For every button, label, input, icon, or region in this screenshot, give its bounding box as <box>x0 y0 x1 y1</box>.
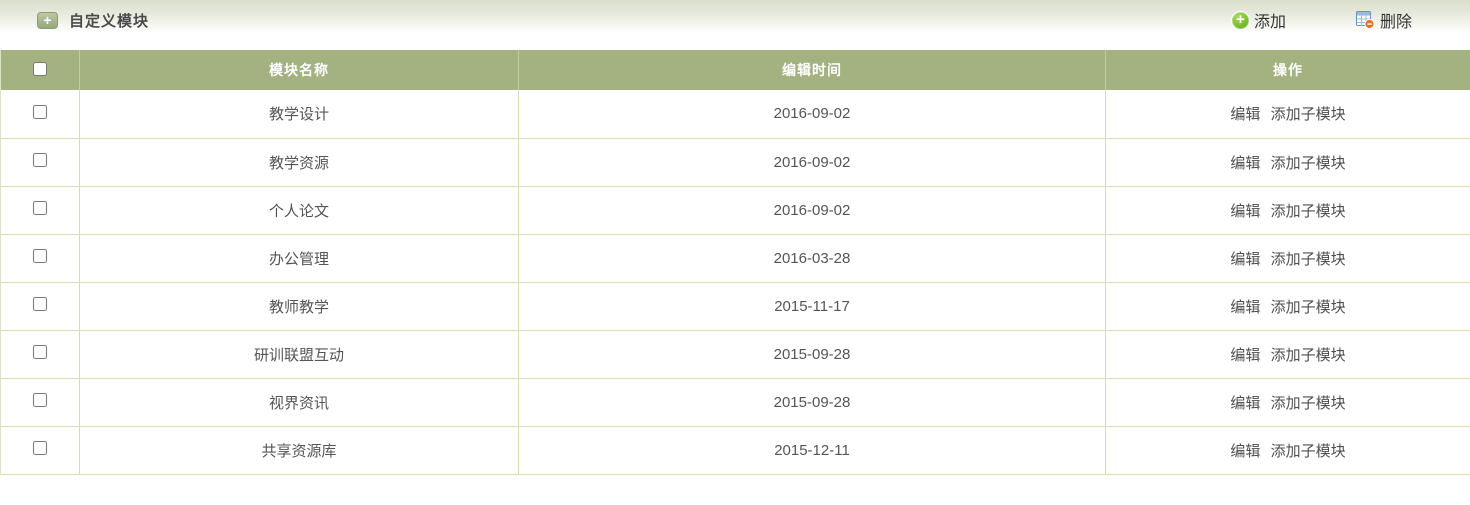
operations-cell: 编辑 添加子模块 <box>1105 138 1470 187</box>
row-checkbox[interactable] <box>33 345 47 359</box>
title-bar: + 自定义模块 + 添加 删除 <box>0 0 1470 40</box>
edit-time-cell: 2015-09-28 <box>518 378 1106 427</box>
module-name-cell: 共享资源库 <box>79 426 519 475</box>
add-submodule-link[interactable]: 添加子模块 <box>1270 394 1346 412</box>
add-submodule-link[interactable]: 添加子模块 <box>1270 154 1346 172</box>
custom-modules-table: 模块名称 编辑时间 操作 教学设计 2016-09-02 编辑 添加子模块 教学… <box>0 50 1470 475</box>
operations-cell: 编辑 添加子模块 <box>1105 426 1470 475</box>
edit-time-cell: 2015-09-28 <box>518 330 1106 379</box>
edit-time-cell: 2016-09-02 <box>518 186 1106 235</box>
operations-cell: 编辑 添加子模块 <box>1105 378 1470 427</box>
add-submodule-link[interactable]: 添加子模块 <box>1270 346 1346 364</box>
module-name-cell: 个人论文 <box>79 186 519 235</box>
operations-cell: 编辑 添加子模块 <box>1105 234 1470 283</box>
edit-link[interactable]: 编辑 <box>1230 250 1261 268</box>
edit-time-cell: 2016-09-02 <box>518 90 1106 139</box>
table-row: 教学资源 2016-09-02 编辑 添加子模块 <box>0 138 1470 187</box>
table-row: 教师教学 2015-11-17 编辑 添加子模块 <box>0 282 1470 331</box>
add-circle-icon: + <box>1231 11 1249 29</box>
row-checkbox[interactable] <box>33 441 47 455</box>
row-checkbox[interactable] <box>33 297 47 311</box>
table-row: 研训联盟互动 2015-09-28 编辑 添加子模块 <box>0 330 1470 379</box>
operations-cell: 编辑 添加子模块 <box>1105 186 1470 235</box>
add-button-label: 添加 <box>1253 14 1286 31</box>
column-header-module-name: 模块名称 <box>79 50 519 90</box>
select-all-header-cell <box>0 50 80 90</box>
column-header-edit-time: 编辑时间 <box>518 50 1106 90</box>
edit-time-cell: 2016-03-28 <box>518 234 1106 283</box>
edit-time-cell: 2015-12-11 <box>518 426 1106 475</box>
row-checkbox-cell <box>0 330 80 379</box>
column-header-operations: 操作 <box>1105 50 1470 90</box>
row-checkbox[interactable] <box>33 201 47 215</box>
row-checkbox-cell <box>0 234 80 283</box>
row-checkbox-cell <box>0 186 80 235</box>
module-name-cell: 办公管理 <box>79 234 519 283</box>
module-name-cell: 教学设计 <box>79 90 519 139</box>
module-name-cell: 视界资讯 <box>79 378 519 427</box>
row-checkbox[interactable] <box>33 104 47 119</box>
table-row: 教学设计 2016-09-02 编辑 添加子模块 <box>0 90 1470 139</box>
delete-button-label: 删除 <box>1379 14 1412 31</box>
row-checkbox-cell <box>0 282 80 331</box>
table-row: 共享资源库 2015-12-11 编辑 添加子模块 <box>0 426 1470 475</box>
row-checkbox-cell <box>0 426 80 475</box>
edit-time-cell: 2015-11-17 <box>518 282 1106 331</box>
table-row: 个人论文 2016-09-02 编辑 添加子模块 <box>0 186 1470 235</box>
module-name-cell: 研训联盟互动 <box>79 330 519 379</box>
operations-cell: 编辑 添加子模块 <box>1105 282 1470 331</box>
row-checkbox[interactable] <box>33 393 47 407</box>
row-checkbox[interactable] <box>33 153 47 167</box>
module-name-cell: 教学资源 <box>79 138 519 187</box>
row-checkbox-cell <box>0 378 80 427</box>
select-all-checkbox[interactable] <box>33 61 47 76</box>
row-checkbox-cell <box>0 138 80 187</box>
operations-cell: 编辑 添加子模块 <box>1105 330 1470 379</box>
module-name-cell: 教师教学 <box>79 282 519 331</box>
row-checkbox-cell <box>0 90 80 139</box>
table-row: 办公管理 2016-03-28 编辑 添加子模块 <box>0 234 1470 283</box>
row-checkbox[interactable] <box>33 249 47 263</box>
delete-button[interactable]: 删除 <box>1355 8 1412 32</box>
delete-table-icon <box>1355 11 1375 29</box>
edit-link[interactable]: 编辑 <box>1230 106 1261 124</box>
edit-link[interactable]: 编辑 <box>1230 298 1261 316</box>
add-submodule-link[interactable]: 添加子模块 <box>1270 106 1346 124</box>
edit-link[interactable]: 编辑 <box>1230 442 1261 460</box>
add-submodule-link[interactable]: 添加子模块 <box>1270 298 1346 316</box>
table-header-row: 模块名称 编辑时间 操作 <box>0 50 1470 90</box>
toolbar: + 添加 删除 <box>1231 8 1412 32</box>
add-submodule-link[interactable]: 添加子模块 <box>1270 202 1346 220</box>
table-row: 视界资讯 2015-09-28 编辑 添加子模块 <box>0 378 1470 427</box>
add-submodule-link[interactable]: 添加子模块 <box>1270 250 1346 268</box>
edit-link[interactable]: 编辑 <box>1230 202 1261 220</box>
page-title: 自定义模块 <box>69 12 150 30</box>
edit-link[interactable]: 编辑 <box>1230 154 1261 172</box>
add-button[interactable]: + 添加 <box>1231 8 1286 32</box>
edit-link[interactable]: 编辑 <box>1230 346 1261 364</box>
operations-cell: 编辑 添加子模块 <box>1105 90 1470 139</box>
edit-time-cell: 2016-09-02 <box>518 138 1106 187</box>
edit-link[interactable]: 编辑 <box>1230 394 1261 412</box>
add-submodule-link[interactable]: 添加子模块 <box>1270 442 1346 460</box>
plus-square-icon: + <box>37 11 58 29</box>
